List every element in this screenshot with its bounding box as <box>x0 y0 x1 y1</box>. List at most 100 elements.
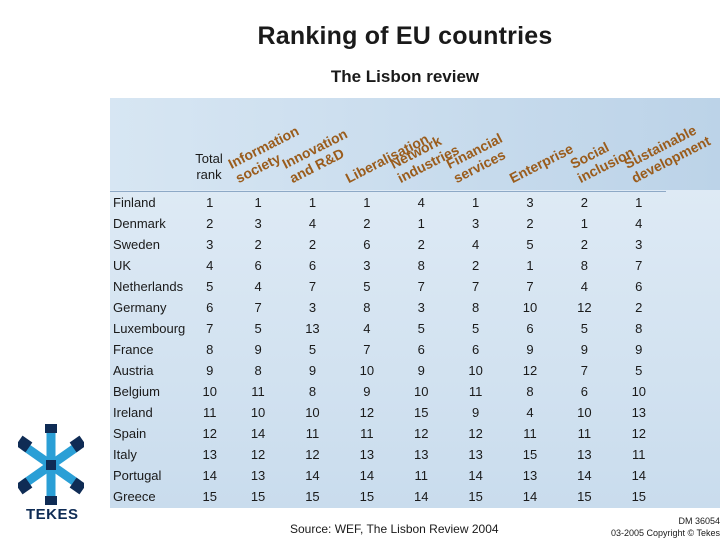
table-row: France 8 9 5 7 6 6 9 9 9 <box>110 339 666 360</box>
total-rank: 5 <box>206 279 214 294</box>
total-rank: 13 <box>202 447 217 462</box>
country-name: UK <box>113 258 132 273</box>
score-cell: 7 <box>308 279 317 294</box>
score-cell: 9 <box>417 363 425 378</box>
score-cell: 8 <box>580 258 589 273</box>
table-row: Ireland 11 10 10 12 15 9 4 10 13 <box>110 402 666 423</box>
total-rank: 2 <box>206 216 214 231</box>
table-row: Greece 15 15 15 15 14 15 14 15 15 <box>110 486 666 507</box>
score-cell: 2 <box>526 216 534 231</box>
score-cell: 5 <box>254 321 262 336</box>
score-cell: 5 <box>526 237 534 252</box>
copyright-text: 03-2005 Copyright © Tekes <box>610 528 720 538</box>
tekes-logo <box>15 424 87 513</box>
score-cell: 14 <box>522 489 538 504</box>
score-cell: 11 <box>305 426 320 441</box>
score-cell: 8 <box>526 384 534 399</box>
score-cell: 14 <box>577 468 592 483</box>
country-name: Ireland <box>113 405 153 420</box>
score-cell: 6 <box>580 384 589 399</box>
total-rank: 6 <box>206 300 214 315</box>
table-row: Belgium 10 11 8 9 10 11 8 6 10 <box>110 381 666 402</box>
score-cell: 5 <box>417 321 425 336</box>
table-row: Austria 9 8 9 10 9 10 12 7 5 <box>110 360 666 381</box>
score-cell: 7 <box>526 279 534 294</box>
score-cell: 14 <box>250 426 266 441</box>
score-cell: 6 <box>308 258 317 273</box>
table-row: Italy 13 12 12 13 13 13 15 13 11 <box>110 444 666 465</box>
score-cell: 5 <box>580 321 589 336</box>
score-cell: 10 <box>413 384 429 399</box>
score-cell: 3 <box>308 300 317 315</box>
score-cell: 6 <box>526 321 534 336</box>
score-cell: 3 <box>526 195 534 210</box>
score-cell: 10 <box>631 384 647 399</box>
footer-info: DM 36054 03-2005 Copyright © Tekes <box>596 515 720 539</box>
score-cell: 5 <box>472 321 480 336</box>
score-cell: 8 <box>363 300 371 315</box>
score-cell: 2 <box>635 300 643 315</box>
score-cell: 12 <box>359 405 375 420</box>
total-rank: 8 <box>206 342 214 357</box>
score-cell: 10 <box>577 405 592 420</box>
score-cell: 5 <box>363 279 371 294</box>
score-cell: 6 <box>363 237 371 252</box>
score-cell: 7 <box>635 258 643 273</box>
score-cell: 10 <box>250 405 266 420</box>
score-cell: 1 <box>254 195 262 210</box>
score-cell: 15 <box>631 489 647 504</box>
tekes-logo-text: TEKES <box>26 506 79 523</box>
country-name: Italy <box>113 447 137 462</box>
table-row: Finland 1 1 1 1 4 1 3 2 1 <box>110 191 666 214</box>
total-rank: 11 <box>202 405 217 420</box>
score-cell: 15 <box>305 489 320 504</box>
total-rank: 4 <box>206 258 214 273</box>
score-cell: 11 <box>414 468 428 483</box>
score-cell: 5 <box>635 363 643 378</box>
table-row: Luxembourg 7 5 13 4 5 5 6 5 8 <box>110 318 666 339</box>
score-cell: 12 <box>413 426 429 441</box>
score-cell: 9 <box>635 342 643 357</box>
score-cell: 1 <box>308 195 317 210</box>
score-cell: 7 <box>363 342 371 357</box>
score-cell: 13 <box>468 447 483 462</box>
score-cell: 2 <box>363 216 371 231</box>
score-cell: 4 <box>417 195 425 210</box>
score-cell: 2 <box>472 258 480 273</box>
score-cell: 14 <box>305 468 320 483</box>
table-row: Sweden 3 2 2 6 2 4 5 2 3 <box>110 234 666 255</box>
score-cell: 6 <box>472 342 480 357</box>
score-cell: 3 <box>472 216 480 231</box>
score-cell: 15 <box>250 489 266 504</box>
score-cell: 9 <box>308 363 317 378</box>
score-cell: 13 <box>305 321 320 336</box>
score-cell: 2 <box>417 237 425 252</box>
score-cell: 1 <box>635 195 643 210</box>
total-rank: 9 <box>206 363 214 378</box>
country-name: Austria <box>113 363 154 378</box>
score-cell: 8 <box>308 384 317 399</box>
score-cell: 7 <box>254 300 262 315</box>
score-cell: 6 <box>635 279 643 294</box>
score-cell: 7 <box>417 279 425 294</box>
source-note: Source: WEF, The Lisbon Review 2004 <box>290 522 499 536</box>
score-cell: 1 <box>526 258 534 273</box>
country-name: Greece <box>113 489 156 504</box>
score-cell: 10 <box>305 405 320 420</box>
score-cell: 10 <box>468 363 483 378</box>
score-cell: 8 <box>254 363 262 378</box>
score-cell: 9 <box>363 384 371 399</box>
total-rank: 7 <box>206 321 214 336</box>
country-name: Belgium <box>113 384 160 399</box>
table-row: Netherlands 5 4 7 5 7 7 7 4 6 <box>110 276 666 297</box>
country-name: Denmark <box>113 216 166 231</box>
score-cell: 6 <box>417 342 425 357</box>
score-cell: 9 <box>472 405 480 420</box>
score-cell: 11 <box>468 384 483 399</box>
score-cell: 2 <box>308 237 317 252</box>
score-cell: 13 <box>250 468 266 483</box>
total-rank: 15 <box>202 489 217 504</box>
score-cell: 12 <box>631 426 647 441</box>
score-cell: 1 <box>417 216 425 231</box>
score-cell: 10 <box>359 363 375 378</box>
